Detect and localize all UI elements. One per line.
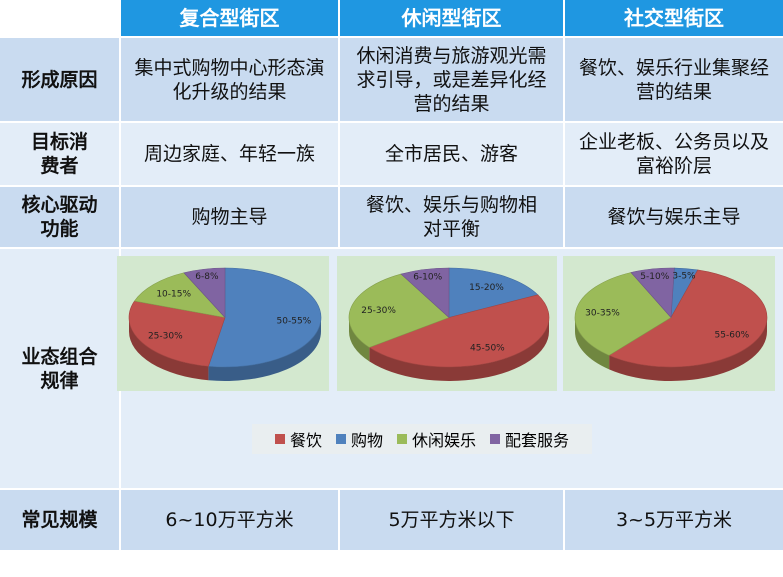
pie-slice-label: 55-60% [715, 330, 750, 340]
header-corner [0, 0, 119, 36]
pie-slice-label: 45-50% [470, 344, 505, 354]
pie-slice-购物 [448, 267, 539, 318]
cell-target-composite: 周边家庭、年轻一族 [119, 121, 338, 185]
pie-slice-配套服务 [183, 267, 226, 319]
cell-target-social: 企业老板、公务员以及富裕阶层 [563, 121, 783, 185]
legend-label: 休闲娱乐 [412, 431, 477, 450]
cell-origin-leisure: 休闲消费与旅游观光需求引导，或是差异化经营的结果 [338, 36, 563, 121]
pie-slice-休闲娱乐 [574, 272, 672, 356]
pie-slice-label: 5-10% [640, 272, 669, 282]
legend-swatch [490, 434, 501, 444]
pie-slice-休闲娱乐 [133, 272, 226, 318]
legend-item-services: 配套服务 [490, 427, 569, 451]
row-label-origin: 形成原因 [0, 36, 119, 121]
legend-label: 餐饮 [289, 431, 322, 450]
pie-slice-配套服务 [400, 267, 450, 319]
pie-slice-休闲娱乐 [348, 273, 450, 348]
pie-side-休闲娱乐 [575, 317, 610, 370]
cell-target-leisure: 全市居民、游客 [338, 121, 563, 185]
pie-slice-label: 6-10% [413, 272, 442, 282]
col-header-composite: 复合型街区 [119, 0, 338, 36]
pie-side-餐饮 [369, 317, 549, 381]
pie-slice-购物 [208, 267, 322, 368]
pie-slice-label: 25-30% [361, 306, 396, 316]
legend-swatch [335, 434, 346, 444]
pie-side-餐饮 [609, 317, 767, 381]
cell-driver-social: 餐饮与娱乐主导 [563, 185, 783, 247]
pie-slice-label: 3-5% [672, 272, 696, 282]
legend-item-leisure: 休闲娱乐 [397, 427, 476, 451]
legend-label: 配套服务 [505, 431, 570, 450]
pie-slice-label: 30-35% [585, 309, 620, 319]
pie-slice-餐饮 [608, 269, 768, 368]
cell-scale-leisure: 5万平方米以下 [338, 488, 563, 550]
cell-origin-social: 餐饮、娱乐行业集聚经营的结果 [563, 36, 783, 121]
row-label-scale: 常见规模 [0, 488, 119, 550]
pie-slice-label: 50-55% [277, 317, 312, 327]
legend-label: 购物 [350, 431, 383, 450]
col-header-leisure: 休闲型街区 [338, 0, 563, 36]
row-label-target: 目标消费者 [0, 121, 119, 185]
cell-scale-composite: 6~10万平方米 [119, 488, 338, 550]
pie-slice-label: 25-30% [148, 332, 183, 342]
pie-slice-label: 6-8% [195, 272, 219, 282]
legend-swatch [397, 434, 407, 444]
cell-driver-composite: 购物主导 [119, 185, 338, 247]
pie-slice-餐饮 [128, 300, 226, 367]
legend-item-dining: 餐饮 [274, 427, 322, 451]
pie-chart-composite: 50-55% 25-30% 10-15% 6-8% [117, 256, 329, 391]
pie-side-餐饮 [129, 317, 209, 381]
cell-scale-social: 3~5万平方米 [563, 488, 783, 550]
pie-slice-label: 15-20% [469, 283, 504, 293]
cell-origin-composite: 集中式购物中心形态演化升级的结果 [119, 36, 338, 121]
legend-item-shopping: 购物 [335, 427, 383, 451]
cell-driver-leisure: 餐饮、娱乐与购物相对平衡 [338, 185, 563, 247]
pie-legend: 餐饮 购物 休闲娱乐 配套服务 [252, 424, 592, 454]
pie-side-购物 [208, 317, 321, 381]
row-label-mix: 业态组合规律 [0, 247, 119, 488]
pie-chart-social: 3-5% 55-60% 30-35% 5-10% [563, 256, 775, 391]
pie-slice-label: 10-15% [156, 290, 191, 300]
pie-slice-配套服务 [630, 267, 675, 319]
row-label-driver: 核心驱动功能 [0, 185, 119, 247]
col-header-social: 社交型街区 [563, 0, 783, 36]
pie-chart-leisure: 15-20% 45-50% 25-30% 6-10% [337, 256, 557, 391]
legend-swatch [274, 434, 285, 444]
pie-slice-餐饮 [368, 294, 550, 368]
